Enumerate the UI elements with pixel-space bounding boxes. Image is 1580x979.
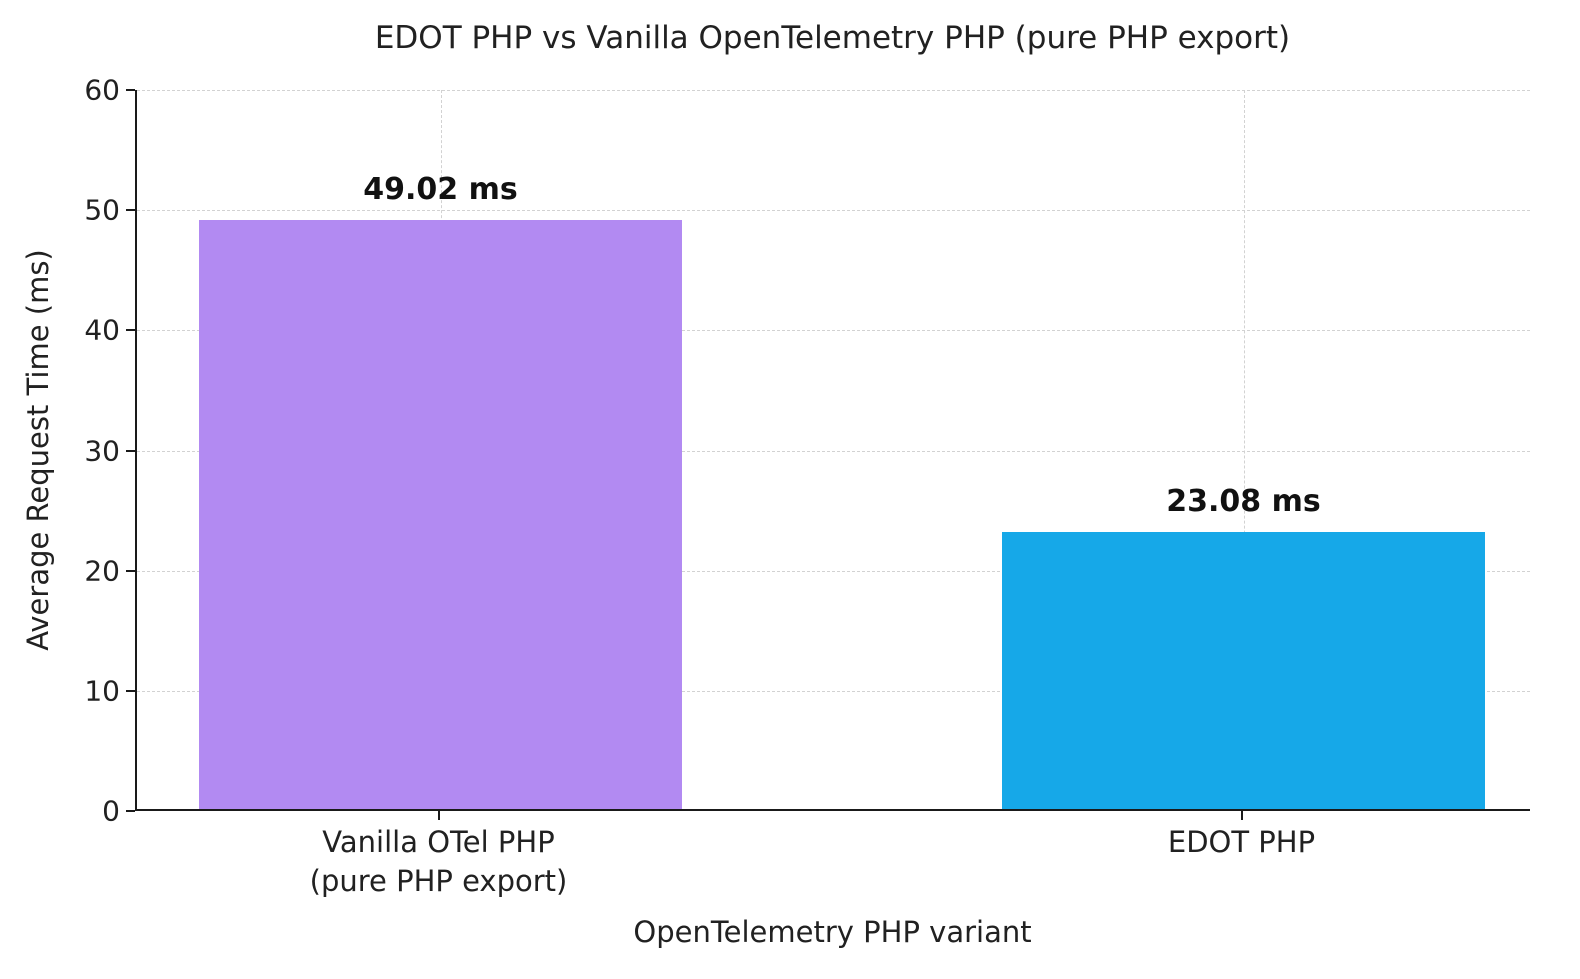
x-gridline: [1243, 90, 1245, 809]
x-tick-label-line: EDOT PHP: [1167, 825, 1316, 859]
y-gridline: [137, 450, 1530, 452]
y-gridline: [137, 330, 1530, 332]
chart-title: EDOT PHP vs Vanilla OpenTelemetry PHP (p…: [374, 20, 1291, 56]
y-tick-mark: [126, 569, 135, 572]
bar-value-label: 23.08 ms: [1166, 483, 1321, 519]
y-tick-label: 40: [84, 313, 120, 347]
y-tick-mark: [126, 329, 135, 332]
y-gridline: [137, 210, 1530, 212]
x-tick-label: Vanilla OTel PHP (pure PHP export): [310, 823, 568, 901]
x-tick-label: EDOT PHP: [1168, 823, 1315, 862]
y-gridline: [137, 570, 1530, 572]
plot-area: 49.02 ms 23.08 ms: [135, 90, 1530, 811]
y-tick-mark: [126, 689, 135, 692]
y-tick-label: 50: [84, 193, 120, 227]
bar-value-label: 49.02 ms: [363, 171, 518, 207]
x-tick-label-line: (pure PHP export): [309, 864, 568, 899]
y-tick-label: 60: [84, 73, 120, 107]
x-tick-mark: [437, 811, 440, 820]
y-tick-mark: [126, 449, 135, 452]
y-tick-label: 10: [84, 674, 120, 708]
x-axis-label: OpenTelemetry PHP variant: [633, 915, 1032, 949]
y-gridline: [137, 90, 1530, 91]
y-tick-mark: [126, 89, 135, 91]
x-tick-mark: [1240, 811, 1243, 820]
x-tick-label-line: Vanilla OTel PHP: [322, 825, 555, 859]
y-tick-label: 0: [102, 794, 120, 828]
y-tick-label: 30: [84, 434, 120, 467]
y-tick-mark: [126, 209, 135, 212]
bar-2: [1002, 531, 1485, 809]
bar-1: [199, 219, 682, 809]
y-tick-mark: [126, 810, 135, 812]
y-tick-label: 20: [84, 554, 120, 588]
y-gridline: [137, 690, 1530, 692]
